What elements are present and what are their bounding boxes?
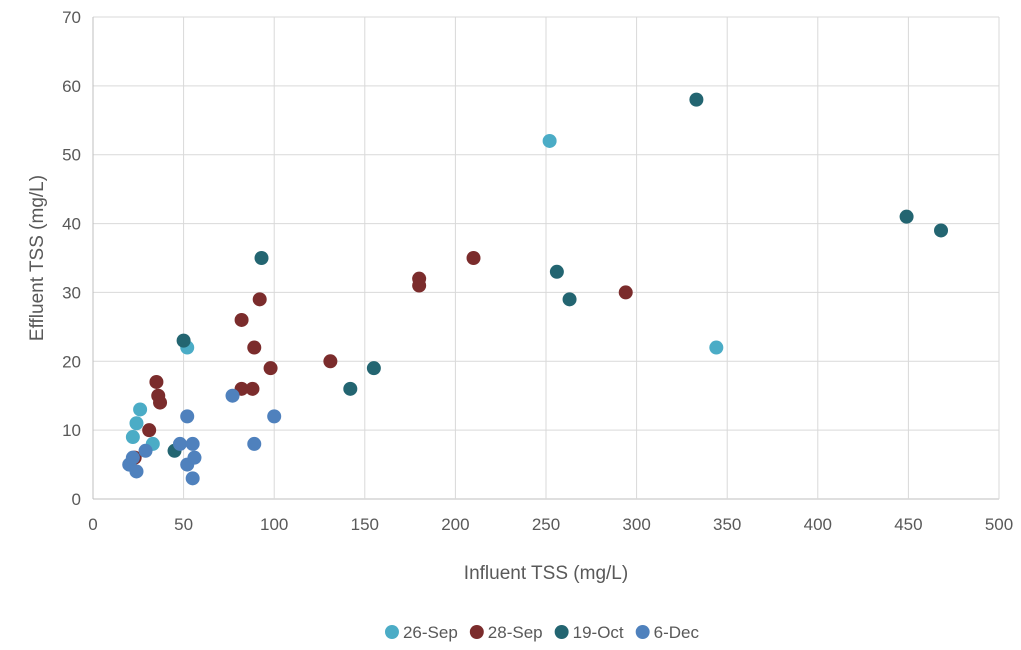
data-point [225, 388, 240, 403]
legend-label: 19-Oct [573, 623, 624, 642]
x-tick-label: 450 [894, 515, 922, 534]
data-point [142, 423, 157, 438]
x-tick-label: 400 [804, 515, 832, 534]
data-point [234, 312, 249, 327]
data-point [129, 416, 144, 431]
data-point [125, 450, 140, 465]
data-point [562, 292, 577, 307]
y-tick-label: 10 [62, 421, 81, 440]
y-tick-label: 30 [62, 283, 81, 302]
data-point [263, 361, 278, 376]
legend-label: 28-Sep [488, 623, 543, 642]
y-tick-label: 70 [62, 8, 81, 27]
data-point [129, 464, 144, 479]
data-point [366, 361, 381, 376]
data-point [323, 354, 338, 369]
data-point [125, 430, 140, 445]
data-point [172, 436, 187, 451]
x-axis-title: Influent TSS (mg/L) [464, 563, 628, 584]
data-point [466, 251, 481, 265]
data-point [934, 223, 949, 238]
data-point [149, 374, 164, 389]
y-axis-title: Effluent TSS (mg/L) [27, 175, 48, 341]
series-3 [122, 388, 282, 486]
legend-marker [384, 625, 399, 639]
data-point [343, 381, 358, 396]
data-point [176, 333, 191, 348]
data-point [245, 381, 260, 396]
data-point [709, 340, 724, 355]
legend-label: 6-Dec [654, 623, 700, 642]
data-point [138, 443, 153, 458]
data-point [549, 264, 564, 279]
data-point [252, 292, 267, 307]
x-tick-label: 100 [260, 515, 288, 534]
series-1 [127, 251, 633, 465]
legend-marker [635, 625, 650, 639]
x-tick-label: 350 [713, 515, 741, 534]
y-tick-label: 20 [62, 352, 81, 371]
x-tick-label: 150 [351, 515, 379, 534]
data-point [412, 278, 427, 293]
x-tick-label: 300 [622, 515, 650, 534]
data-point [185, 471, 200, 486]
x-tick-label: 250 [532, 515, 560, 534]
data-point [180, 409, 195, 424]
y-tick-label: 40 [62, 215, 81, 234]
legend: 26-Sep 28-Sep 19-Oct 6-Dec [384, 623, 700, 642]
y-tick-label: 0 [72, 490, 81, 509]
data-point [899, 209, 914, 224]
legend-marker [469, 625, 484, 639]
data-point [542, 133, 557, 148]
data-point [247, 436, 262, 451]
tick-label-layer: 0 10 20 30 40 50 60 70 0 50 100 150 200 250 300 350 400 4… [62, 8, 1013, 534]
legend-label: 26-Sep [403, 623, 458, 642]
data-point [187, 450, 202, 465]
data-point [247, 340, 262, 355]
data-point-layer [122, 92, 949, 486]
x-tick-label: 200 [441, 515, 469, 534]
x-tick-label: 50 [174, 515, 193, 534]
series-2 [167, 92, 949, 458]
data-point [185, 436, 200, 451]
y-tick-label: 50 [62, 146, 81, 165]
data-point [689, 92, 704, 107]
legend-marker [554, 625, 569, 639]
data-point [254, 251, 269, 265]
grid-layer [92, 16, 1000, 500]
y-tick-label: 60 [62, 77, 81, 96]
data-point [618, 285, 633, 300]
data-point [153, 395, 168, 410]
x-tick-label: 500 [985, 515, 1013, 534]
x-tick-label: 0 [88, 515, 97, 534]
data-point [133, 402, 148, 417]
data-point [267, 409, 282, 424]
